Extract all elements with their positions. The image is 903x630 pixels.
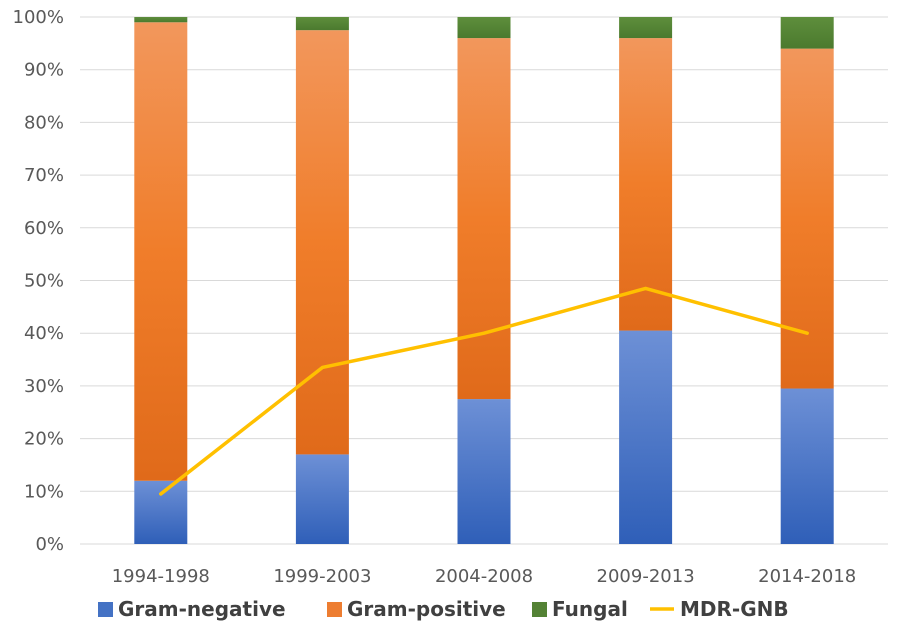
legend-label: Gram-positive [347,597,506,621]
y-tick-label: 90% [24,60,64,81]
bar-gram-negative [295,454,349,544]
y-tick-label: 50% [24,271,64,292]
bar-gram-positive [295,30,349,455]
legend-label: MDR-GNB [680,597,789,621]
line-series [159,286,809,496]
bar-gram-positive [619,38,673,331]
y-tick-label: 40% [24,323,64,344]
legend-item: Gram-negative [98,597,286,621]
y-axis: 0% 10% 20% 30% 40% 50% 60% 70% 80% 90% 100% [13,7,64,555]
y-tick-label: 100% [13,7,64,28]
bar-fungal [780,17,834,49]
y-tick-label: 80% [24,112,64,133]
legend-label: Gram-negative [118,597,286,621]
bars [134,17,834,544]
legend: Gram-negative Gram-positive Fungal MDR-GNB [98,597,789,621]
bar-gram-negative [134,480,188,544]
bar-fungal [295,17,349,31]
x-tick-label: 2009-2013 [597,566,695,587]
y-tick-label: 30% [24,376,64,397]
legend-item: MDR-GNB [650,597,789,621]
x-tick-label: 1994-1998 [112,566,210,587]
bar-gram-negative [780,388,834,544]
x-tick-label: 1999-2003 [273,566,371,587]
y-tick-label: 60% [24,218,64,239]
bar-gram-positive [457,38,511,400]
bar-gram-negative [619,330,673,544]
y-tick-label: 0% [35,534,64,555]
y-tick-label: 10% [24,481,64,502]
x-tick-label: 2004-2008 [435,566,533,587]
legend-swatch [327,602,342,617]
bar-gram-positive [134,22,188,481]
legend-item: Gram-positive [327,597,506,621]
y-tick-label: 70% [24,165,64,186]
x-axis: 1994-1998 1999-2003 2004-2008 2009-2013 2014… [112,566,857,587]
y-tick-label: 20% [24,429,64,450]
legend-swatch [532,602,547,617]
legend-swatch [98,602,113,617]
bar-fungal [619,17,673,39]
legend-label: Fungal [552,597,628,621]
bar-fungal [134,17,188,23]
bar-gram-positive [780,48,834,389]
legend-item: Fungal [532,597,628,621]
bar-gram-negative [457,399,511,544]
bar-fungal [457,17,511,39]
x-tick-label: 2014-2018 [758,566,856,587]
